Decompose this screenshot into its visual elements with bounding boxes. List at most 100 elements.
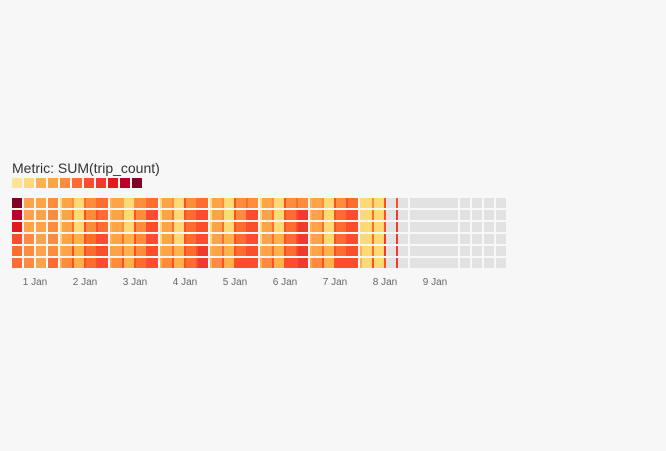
heatmap-cell[interactable] xyxy=(386,234,396,244)
heatmap-cell[interactable] xyxy=(448,198,458,208)
heatmap-cell[interactable] xyxy=(86,234,96,244)
heatmap-cell[interactable] xyxy=(484,222,494,232)
heatmap-cell[interactable] xyxy=(436,210,446,220)
heatmap-cell[interactable] xyxy=(198,258,208,268)
heatmap-cell[interactable] xyxy=(262,198,272,208)
heatmap-cell[interactable] xyxy=(286,246,296,256)
heatmap-cell[interactable] xyxy=(312,234,322,244)
heatmap-cell[interactable] xyxy=(24,222,34,232)
heatmap-cell[interactable] xyxy=(286,234,296,244)
heatmap-cell[interactable] xyxy=(212,246,222,256)
heatmap-cell[interactable] xyxy=(162,198,172,208)
heatmap-cell[interactable] xyxy=(174,234,184,244)
heatmap-cell[interactable] xyxy=(248,246,258,256)
heatmap-cell[interactable] xyxy=(48,258,58,268)
heatmap-cell[interactable] xyxy=(374,258,384,268)
heatmap-cell[interactable] xyxy=(198,246,208,256)
heatmap-cell[interactable] xyxy=(386,246,396,256)
heatmap-cell[interactable] xyxy=(348,222,358,232)
heatmap-cell[interactable] xyxy=(448,258,458,268)
heatmap-cell[interactable] xyxy=(362,234,372,244)
heatmap-cell[interactable] xyxy=(112,198,122,208)
heatmap-cell[interactable] xyxy=(312,222,322,232)
heatmap-cell[interactable] xyxy=(436,246,446,256)
heatmap-cell[interactable] xyxy=(286,210,296,220)
heatmap-cell[interactable] xyxy=(198,234,208,244)
heatmap-cell[interactable] xyxy=(36,258,46,268)
heatmap-cell[interactable] xyxy=(374,246,384,256)
heatmap-cell[interactable] xyxy=(460,258,470,268)
heatmap-cell[interactable] xyxy=(98,198,108,208)
heatmap-cell[interactable] xyxy=(112,210,122,220)
heatmap-cell[interactable] xyxy=(136,198,146,208)
heatmap-cell[interactable] xyxy=(298,210,308,220)
heatmap-cell[interactable] xyxy=(86,246,96,256)
heatmap-cell[interactable] xyxy=(348,210,358,220)
heatmap-cell[interactable] xyxy=(24,234,34,244)
heatmap-cell[interactable] xyxy=(496,222,506,232)
heatmap-cell[interactable] xyxy=(374,210,384,220)
heatmap-cell[interactable] xyxy=(472,210,482,220)
heatmap-cell[interactable] xyxy=(312,246,322,256)
heatmap-cell[interactable] xyxy=(484,210,494,220)
heatmap-cell[interactable] xyxy=(186,198,196,208)
heatmap-cell[interactable] xyxy=(62,222,72,232)
heatmap-cell[interactable] xyxy=(324,198,334,208)
heatmap-cell[interactable] xyxy=(62,234,72,244)
heatmap-cell[interactable] xyxy=(248,258,258,268)
heatmap-cell[interactable] xyxy=(298,198,308,208)
heatmap-cell[interactable] xyxy=(448,222,458,232)
heatmap-cell[interactable] xyxy=(162,258,172,268)
heatmap-cell[interactable] xyxy=(324,246,334,256)
heatmap-cell[interactable] xyxy=(236,210,246,220)
heatmap-cell[interactable] xyxy=(198,222,208,232)
heatmap-cell[interactable] xyxy=(212,234,222,244)
heatmap-cell[interactable] xyxy=(412,198,422,208)
heatmap-cell[interactable] xyxy=(198,198,208,208)
heatmap-cell[interactable] xyxy=(472,198,482,208)
heatmap-cell[interactable] xyxy=(198,210,208,220)
heatmap-cell[interactable] xyxy=(74,234,84,244)
heatmap-cell[interactable] xyxy=(98,234,108,244)
heatmap-cell[interactable] xyxy=(398,234,408,244)
heatmap-cell[interactable] xyxy=(74,198,84,208)
heatmap-cell[interactable] xyxy=(48,198,58,208)
heatmap-cell[interactable] xyxy=(124,246,134,256)
heatmap-cell[interactable] xyxy=(36,222,46,232)
heatmap-cell[interactable] xyxy=(274,234,284,244)
heatmap-cell[interactable] xyxy=(186,246,196,256)
heatmap-cell[interactable] xyxy=(36,198,46,208)
heatmap-cell[interactable] xyxy=(212,198,222,208)
heatmap-cell[interactable] xyxy=(324,234,334,244)
heatmap-cell[interactable] xyxy=(86,222,96,232)
heatmap-cell[interactable] xyxy=(86,210,96,220)
heatmap-cell[interactable] xyxy=(336,198,346,208)
heatmap-cell[interactable] xyxy=(262,246,272,256)
heatmap-cell[interactable] xyxy=(436,198,446,208)
heatmap-cell[interactable] xyxy=(398,198,408,208)
heatmap-cell[interactable] xyxy=(48,222,58,232)
heatmap-cell[interactable] xyxy=(224,246,234,256)
heatmap-cell[interactable] xyxy=(496,234,506,244)
heatmap-cell[interactable] xyxy=(236,234,246,244)
heatmap-cell[interactable] xyxy=(436,258,446,268)
heatmap-cell[interactable] xyxy=(412,210,422,220)
heatmap-cell[interactable] xyxy=(348,246,358,256)
heatmap-cell[interactable] xyxy=(224,222,234,232)
heatmap-cell[interactable] xyxy=(398,222,408,232)
heatmap-cell[interactable] xyxy=(436,234,446,244)
heatmap-cell[interactable] xyxy=(124,258,134,268)
heatmap-cell[interactable] xyxy=(112,246,122,256)
heatmap-cell[interactable] xyxy=(412,234,422,244)
heatmap-cell[interactable] xyxy=(86,198,96,208)
heatmap-cell[interactable] xyxy=(324,210,334,220)
heatmap-cell[interactable] xyxy=(148,198,158,208)
heatmap-cell[interactable] xyxy=(62,246,72,256)
heatmap-cell[interactable] xyxy=(136,222,146,232)
heatmap-cell[interactable] xyxy=(236,198,246,208)
heatmap-cell[interactable] xyxy=(472,246,482,256)
heatmap-cell[interactable] xyxy=(496,246,506,256)
heatmap-cell[interactable] xyxy=(112,222,122,232)
heatmap-cell[interactable] xyxy=(12,258,22,268)
heatmap-cell[interactable] xyxy=(362,210,372,220)
